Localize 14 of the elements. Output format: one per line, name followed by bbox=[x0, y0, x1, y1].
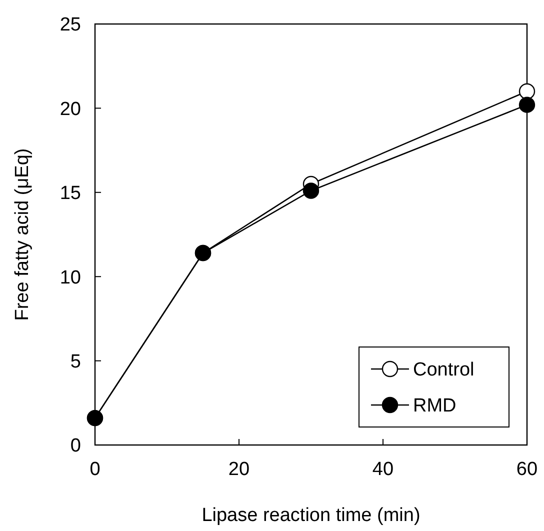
x-tick-label: 40 bbox=[372, 459, 394, 480]
y-tick-label: 20 bbox=[60, 98, 81, 120]
y-tick-label: 0 bbox=[70, 436, 81, 457]
y-axis-title: Free fatty acid (μEq) bbox=[12, 148, 33, 321]
y-tick-label: 10 bbox=[60, 267, 81, 288]
y-tick-label: 15 bbox=[60, 183, 81, 204]
legend-label: RMD bbox=[413, 396, 456, 417]
y-tick-label: 5 bbox=[70, 351, 81, 372]
x-tick-label: 20 bbox=[228, 459, 250, 480]
x-axis-title: Lipase reaction time (min) bbox=[202, 505, 420, 526]
x-tick-label: 60 bbox=[516, 459, 538, 480]
x-tick-label: 0 bbox=[90, 459, 100, 480]
legend-label: Control bbox=[413, 360, 474, 381]
y-tick-label: 25 bbox=[60, 14, 81, 36]
